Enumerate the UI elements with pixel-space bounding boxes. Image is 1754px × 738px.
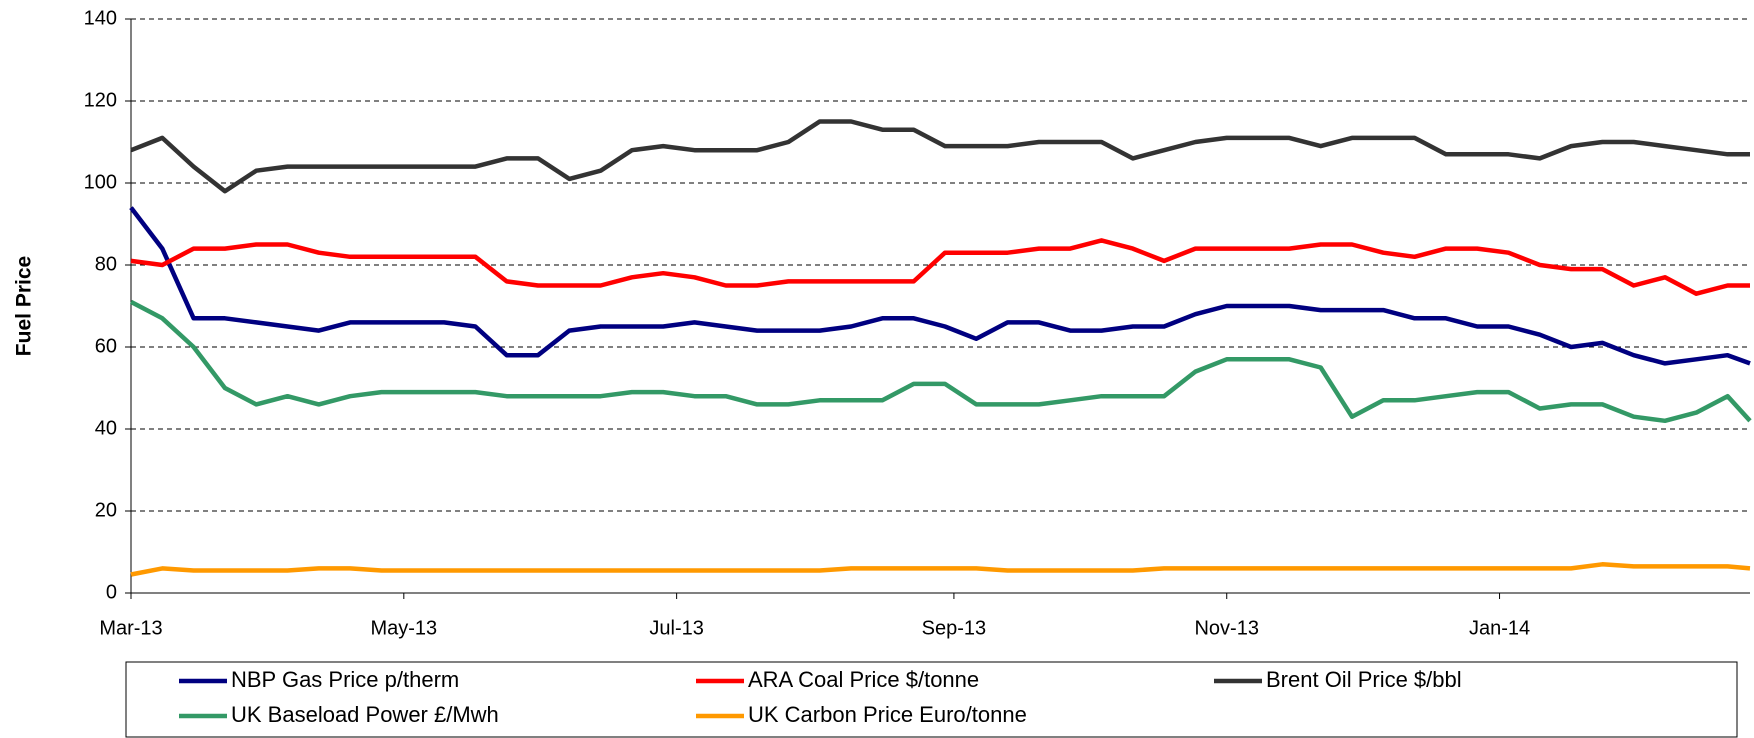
y-tick-label: 100 [84, 171, 117, 193]
series-line [130, 238, 1750, 296]
legend-label: Brent Oil Price $/bbl [1266, 667, 1462, 692]
y-tick-label: 20 [95, 499, 117, 521]
legend-label: UK Baseload Power £/Mwh [231, 702, 499, 727]
y-tick-label: 120 [84, 89, 117, 111]
series-line [130, 562, 1751, 577]
y-tick-label: 80 [95, 253, 117, 275]
y-axis-title: Fuel Price [13, 256, 36, 356]
x-tick-label: Nov-13 [1194, 617, 1258, 639]
x-tick-label: Sep-13 [922, 617, 987, 639]
x-tick-label: Jan-14 [1469, 617, 1530, 639]
series-line [130, 119, 1750, 194]
y-tick-label: 0 [106, 581, 117, 603]
legend-label: ARA Coal Price $/tonne [748, 667, 979, 692]
y-tick-label: 140 [84, 7, 117, 29]
x-tick-label: May-13 [370, 617, 437, 639]
y-tick-label: 40 [95, 417, 117, 439]
x-tick-label: Mar-13 [99, 617, 162, 639]
x-tick-label: Jul-13 [649, 617, 703, 639]
series-line [129, 299, 1752, 424]
legend-label: UK Carbon Price Euro/tonne [748, 702, 1027, 727]
legend-label: NBP Gas Price p/therm [231, 667, 459, 692]
legend-box [125, 661, 1738, 738]
series-line [129, 206, 1751, 366]
y-tick-label: 60 [95, 335, 117, 357]
